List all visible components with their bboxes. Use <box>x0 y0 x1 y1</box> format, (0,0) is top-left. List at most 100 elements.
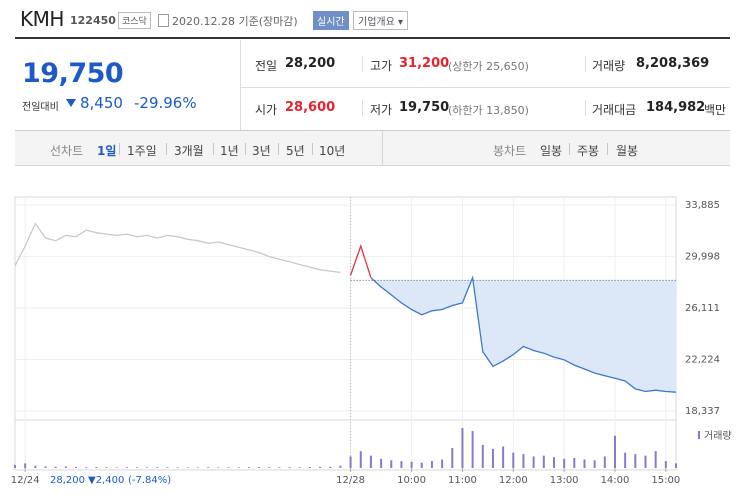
x-tick-label: 12/24 <box>11 475 40 486</box>
date-icon <box>158 14 169 27</box>
stat-value: 184,982 <box>646 100 706 115</box>
stat-unit: 백만 <box>704 103 727 117</box>
volume-bar <box>552 457 555 468</box>
volume-bar <box>237 467 240 468</box>
volume-bar <box>420 462 423 468</box>
y-tick-label: 29,998 <box>685 252 720 263</box>
price-chart: 거래량 28,200 ▼2,400 (-7.84%) 33,885 29,998 2… <box>11 196 732 486</box>
tab-separator <box>607 143 608 155</box>
y-tick-label: 33,885 <box>685 200 720 211</box>
candle-tab[interactable]: 월봉 <box>616 144 639 158</box>
x-tick-label: 11:00 <box>448 475 477 486</box>
tab-separator <box>245 143 246 155</box>
realtime-button[interactable]: 실시간 <box>313 11 349 30</box>
volume-bar <box>441 459 444 468</box>
tab-group-label: 선차트 <box>50 144 84 158</box>
volume-bar <box>522 454 525 468</box>
divider <box>362 100 363 116</box>
volume-bar <box>298 467 301 468</box>
period-tab[interactable]: 3개월 <box>174 144 204 158</box>
x-tick-label: 10:00 <box>397 475 426 486</box>
footer-price: 28,200 <box>50 475 85 486</box>
volume-bar <box>268 467 271 468</box>
volume-bar <box>583 459 586 468</box>
tab-separator <box>569 143 570 155</box>
volume-bar <box>491 448 494 468</box>
change-label: 전일대비 <box>22 102 59 113</box>
period-tab[interactable]: 1일 <box>97 144 117 158</box>
divider <box>240 40 241 130</box>
footer-change: ▼2,400 <box>88 475 124 486</box>
base-date: 2020.12.28 기준(장마감) <box>172 15 298 28</box>
stat-note: (상한가 25,650) <box>448 60 529 73</box>
footer-rate: (-7.84%) <box>128 475 171 486</box>
volume-bar <box>675 463 677 468</box>
volume-bar <box>624 452 627 468</box>
tab-separator <box>166 143 167 155</box>
divider <box>382 131 383 165</box>
company-button[interactable]: 기업개요 ▾ <box>353 11 408 30</box>
volume-bar <box>471 431 474 468</box>
volume-bar <box>197 467 200 468</box>
volume-bar <box>390 460 393 468</box>
period-tab[interactable]: 1주일 <box>127 144 157 158</box>
volume-bar <box>288 467 291 468</box>
volume-bar <box>217 467 220 468</box>
volume-bar <box>339 465 342 468</box>
period-tab[interactable]: 3년 <box>252 144 271 158</box>
volume-bar <box>125 467 128 468</box>
volume-bar <box>75 466 78 468</box>
stat-label: 전일 <box>255 59 278 73</box>
volume-bar <box>95 467 98 468</box>
divider <box>15 37 730 39</box>
volume-bar <box>369 455 372 468</box>
tab-separator <box>278 143 279 155</box>
stat-label: 저가 <box>370 103 393 117</box>
volume-bar <box>329 466 332 468</box>
stat-value: 31,200 <box>399 56 450 71</box>
volume-bar <box>400 461 403 468</box>
volume-bar <box>654 451 657 468</box>
volume-bar <box>634 454 637 468</box>
volume-legend: 거래량 <box>704 430 732 442</box>
volume-bar <box>481 444 484 468</box>
stat-label: 거래량 <box>592 59 626 73</box>
volume-bar <box>227 467 230 468</box>
period-tab[interactable]: 10년 <box>319 144 346 158</box>
volume-bar <box>430 461 433 468</box>
volume-bar <box>136 467 139 468</box>
period-tab[interactable]: 5년 <box>286 144 305 158</box>
stat-label: 시가 <box>255 103 278 117</box>
divider <box>585 100 586 116</box>
volume-bar <box>593 460 596 468</box>
volume-bar <box>542 455 545 468</box>
volume-bar <box>319 466 322 468</box>
stat-value: 19,750 <box>399 100 450 115</box>
candle-tab[interactable]: 일봉 <box>540 144 563 158</box>
area-fill <box>370 277 676 393</box>
x-tick-label: 13:00 <box>550 475 579 486</box>
change-rate: -29.96% <box>134 94 197 112</box>
stock-code: 122450 <box>70 14 116 27</box>
volume-bar <box>247 467 250 468</box>
volume-bar <box>613 435 616 468</box>
volume-bar <box>512 452 515 468</box>
volume-bar <box>664 461 667 468</box>
volume-bar <box>54 466 57 468</box>
volume-bar <box>258 467 261 468</box>
change: 8,450 <box>80 94 123 112</box>
y-tick-label: 26,111 <box>685 303 720 314</box>
volume-bar <box>644 455 647 468</box>
period-tab[interactable]: 1년 <box>220 144 239 158</box>
tab-bar <box>15 131 730 166</box>
volume-bar <box>14 464 16 468</box>
divider <box>240 87 730 88</box>
x-tick-label: 15:00 <box>651 475 680 486</box>
divider <box>15 130 730 131</box>
x-tick-label: 12:00 <box>499 475 528 486</box>
y-tick-label: 22,224 <box>685 354 720 365</box>
volume-bar <box>410 461 413 468</box>
price-line <box>349 243 372 278</box>
candle-tab[interactable]: 주봉 <box>577 144 600 158</box>
